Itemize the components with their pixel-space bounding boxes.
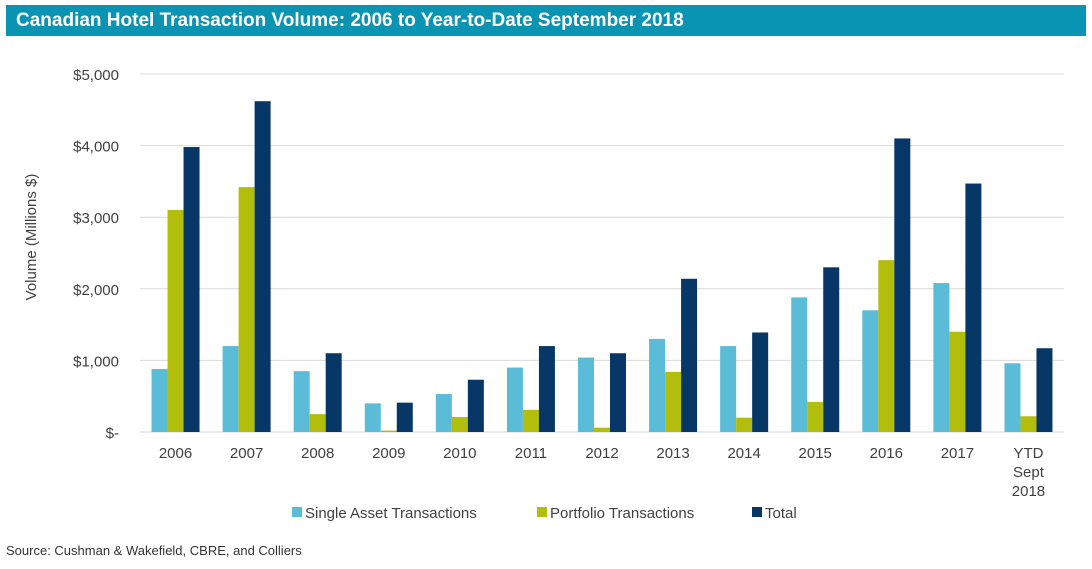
x-tick-label: YTD (1013, 445, 1043, 462)
bar-single (649, 338, 666, 432)
x-tick-label: 2015 (799, 445, 832, 462)
bar-total (538, 346, 555, 432)
y-tick-label: $4,000 (73, 139, 119, 156)
bar-single (933, 283, 950, 432)
bar-single (578, 357, 594, 432)
bar-portfolio (665, 371, 682, 432)
bar-total (467, 379, 484, 432)
bar-portfolio (736, 417, 753, 432)
bar-single (435, 394, 452, 432)
x-tick-label: 2010 (443, 445, 476, 462)
y-tick-label: $3,000 (73, 210, 119, 227)
bar-total (396, 402, 413, 432)
x-tick-label: 2014 (727, 445, 760, 462)
x-tick-label: 2012 (585, 445, 618, 462)
bar-single (293, 371, 310, 432)
bar-portfolio (878, 260, 895, 432)
bar-portfolio (167, 210, 184, 432)
y-tick-label: $- (106, 425, 119, 442)
legend-label-single: Single Asset Transactions (305, 505, 477, 522)
bar-single (862, 310, 879, 432)
bar-portfolio (522, 409, 539, 432)
bar-single (720, 346, 737, 432)
bar-portfolio (949, 331, 966, 432)
bar-portfolio (594, 427, 610, 432)
bar-total (183, 147, 200, 433)
y-tick-label: $1,000 (73, 353, 119, 370)
legend-label-total: Total (765, 505, 797, 522)
bar-chart: $- $1,000 $2,000 $3,000 $4,000 $5,000 Volume (… (23, 67, 1064, 522)
x-tick-label: 2017 (941, 445, 974, 462)
bar-portfolio (380, 430, 397, 432)
x-tick-label: Sept (1013, 464, 1045, 481)
legend-swatch-total (752, 507, 762, 517)
source-note: Source: Cushman & Wakefield, CBRE, and C… (6, 543, 302, 558)
x-tick-label: 2013 (656, 445, 689, 462)
bar-single (222, 346, 239, 432)
y-tick-label: $5,000 (73, 67, 119, 84)
x-tick-label: 2009 (372, 445, 405, 462)
bar-portfolio (309, 414, 326, 432)
bar-total (823, 267, 840, 432)
bar-portfolio (238, 187, 255, 432)
bar-single (1004, 363, 1021, 432)
x-tick-label: 2008 (301, 445, 334, 462)
bar-total (752, 332, 769, 432)
bar-total (325, 353, 342, 432)
bar-total (965, 183, 982, 432)
x-tick-label: 2018 (1012, 483, 1045, 500)
bar-total (1036, 348, 1053, 432)
x-tick-label: 2006 (159, 445, 192, 462)
chart-title: Canadian Hotel Transaction Volume: 2006 … (16, 10, 684, 31)
x-tick-label: 2007 (230, 445, 263, 462)
bar-portfolio (1020, 416, 1037, 432)
chart-title-bar: Canadian Hotel Transaction Volume: 2006 … (6, 5, 1086, 36)
bar-portfolio (451, 416, 468, 432)
y-axis-label: Volume (Millions $) (23, 174, 40, 301)
legend-swatch-single (292, 507, 302, 517)
bar-single (791, 297, 808, 432)
y-tick-label: $2,000 (73, 282, 119, 299)
legend-label-portfolio: Portfolio Transactions (550, 505, 694, 522)
bar-total (894, 138, 911, 432)
legend-swatch-portfolio (537, 507, 547, 517)
bar-portfolio (807, 401, 824, 432)
bar-total (681, 278, 698, 432)
bar-single (364, 403, 381, 432)
bar-total (610, 353, 626, 432)
bar-single (506, 367, 523, 432)
bar-total (254, 101, 271, 432)
x-tick-label: 2011 (515, 445, 547, 462)
bar-single (151, 368, 168, 432)
x-tick-label: 2016 (870, 445, 903, 462)
